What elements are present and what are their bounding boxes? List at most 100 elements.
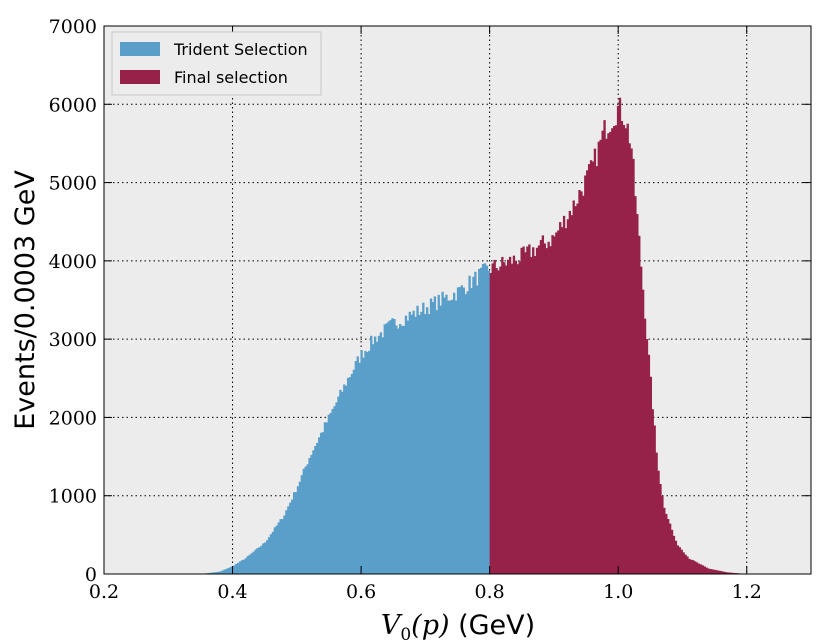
trident-bar <box>318 437 321 574</box>
final-bar <box>653 425 656 574</box>
trident-bar <box>373 336 377 574</box>
trident-bar <box>350 373 354 574</box>
trident-bar <box>289 502 292 574</box>
final-bar <box>566 219 570 574</box>
final-bar <box>506 259 510 574</box>
trident-bar <box>279 519 282 574</box>
trident-bar <box>416 305 419 574</box>
final-selection-bars <box>489 97 747 575</box>
trident-bar <box>483 263 487 574</box>
trident-bar <box>221 570 224 574</box>
final-bar <box>647 354 651 574</box>
final-bar <box>593 148 597 575</box>
final-bar <box>587 164 591 574</box>
trident-bar <box>433 296 437 574</box>
final-bar <box>699 564 703 574</box>
final-bar <box>694 561 697 574</box>
final-bar <box>607 133 610 574</box>
final-bar <box>678 547 681 574</box>
final-bar <box>661 496 664 574</box>
final-bar <box>732 572 735 574</box>
trident-bar <box>364 350 367 574</box>
final-bar <box>616 105 620 574</box>
trident-bar <box>449 300 452 574</box>
final-bar <box>512 255 516 574</box>
final-bar <box>722 571 726 574</box>
trident-bar <box>464 294 467 574</box>
final-bar <box>557 230 560 574</box>
final-bar <box>632 158 635 574</box>
trident-bar <box>408 311 411 574</box>
final-bar <box>724 572 728 574</box>
x-tick-label: 1.2 <box>732 581 762 603</box>
final-bar <box>524 252 527 574</box>
trident-bar <box>296 486 300 574</box>
final-bar <box>667 518 670 574</box>
trident-bar <box>431 302 435 574</box>
trident-bar <box>412 310 415 574</box>
trident-bar <box>381 337 384 574</box>
final-bar <box>643 318 647 574</box>
final-bar <box>640 266 643 574</box>
trident-bar <box>410 314 413 574</box>
final-bar <box>605 138 608 575</box>
trident-bar <box>233 565 236 574</box>
x-tick-label: 1.0 <box>603 581 633 603</box>
final-bar <box>730 572 733 574</box>
final-bar <box>672 535 676 574</box>
trident-bar <box>281 519 284 574</box>
final-bar <box>601 130 604 574</box>
trident-bar <box>329 412 332 574</box>
trident-bar <box>358 362 361 574</box>
final-bar <box>676 545 679 574</box>
final-bar <box>680 549 683 574</box>
final-bar <box>562 215 566 574</box>
trident-bar <box>445 294 448 574</box>
trident-bar <box>339 389 342 574</box>
trident-bar <box>291 499 294 574</box>
final-bar <box>711 569 714 574</box>
trident-bar <box>481 263 485 574</box>
trident-bar <box>487 270 491 574</box>
trident-bar <box>354 361 357 574</box>
legend: Trident Selection Final selection <box>111 31 322 96</box>
trident-bar <box>372 344 375 574</box>
final-bar <box>626 123 629 575</box>
trident-bar <box>225 568 228 574</box>
final-bar <box>495 268 498 574</box>
final-bar <box>570 215 573 574</box>
final-bar <box>560 227 564 574</box>
final-bar <box>630 148 633 574</box>
trident-bar <box>435 310 438 574</box>
trident-bar <box>462 287 465 574</box>
final-bar <box>624 128 627 574</box>
trident-bar <box>453 292 456 574</box>
trident-bar <box>426 307 429 574</box>
trident-bar <box>385 323 388 574</box>
final-bar <box>501 256 504 574</box>
x-tick-label: 0.2 <box>89 581 119 603</box>
final-bar <box>595 166 599 574</box>
trident-bar <box>356 356 359 574</box>
final-bar <box>497 270 500 574</box>
trident-bar <box>242 559 246 574</box>
trident-bar <box>447 300 450 574</box>
trident-bar <box>304 466 307 574</box>
trident-bar <box>302 468 305 574</box>
trident-bar <box>485 265 489 574</box>
final-bar <box>728 572 732 574</box>
final-bar <box>584 175 587 574</box>
trident-bar <box>314 446 317 574</box>
final-bar <box>541 235 545 574</box>
trident-bar <box>348 377 352 574</box>
trident-bar <box>466 291 469 574</box>
trident-bar <box>292 492 296 574</box>
final-bar <box>530 257 533 574</box>
trident-bar <box>210 572 213 574</box>
final-bar <box>618 97 622 574</box>
final-bar <box>703 566 706 574</box>
trident-bar <box>254 549 257 574</box>
y-tick-label: 6000 <box>49 94 97 116</box>
trident-bar <box>480 267 483 574</box>
